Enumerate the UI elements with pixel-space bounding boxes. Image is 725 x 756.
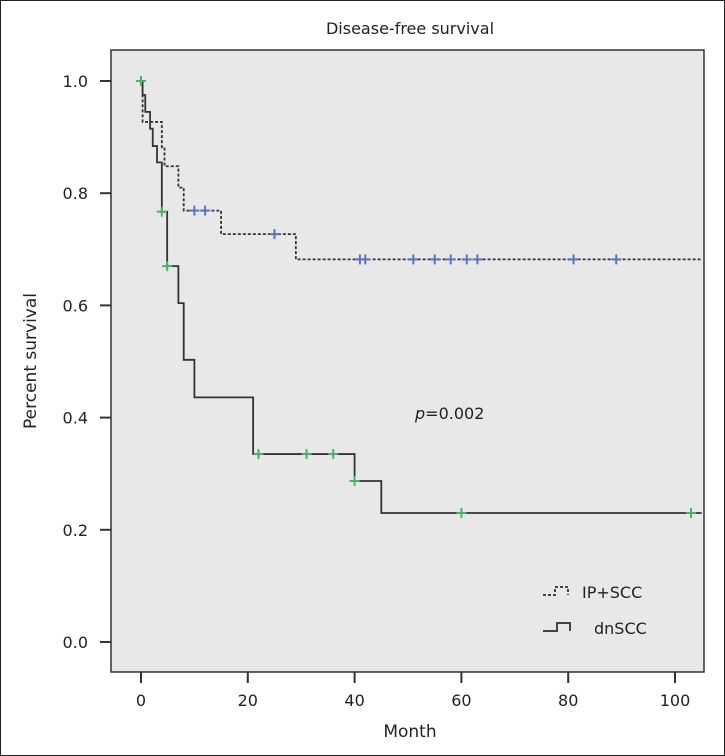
x-tick-label: 0 xyxy=(136,691,146,710)
x-tick-label: 80 xyxy=(558,691,578,710)
censor-mark xyxy=(456,507,467,518)
censor-mark xyxy=(200,205,211,216)
censor-mark xyxy=(408,254,419,265)
censor-mark xyxy=(253,449,264,460)
censor-mark xyxy=(136,76,146,86)
censor-mark xyxy=(445,254,456,265)
legend-swatch-ip-scc xyxy=(543,586,569,596)
censor-mark xyxy=(360,254,371,265)
y-axis-label: Percent survival xyxy=(21,293,41,429)
plot-area xyxy=(110,49,705,673)
censor-mark xyxy=(472,254,483,265)
censor-mark xyxy=(156,206,167,217)
x-axis-label: Month xyxy=(383,722,436,742)
censor-mark xyxy=(189,205,200,216)
y-tick-label: 0.2 xyxy=(63,521,88,540)
x-tick-label: 20 xyxy=(238,691,258,710)
legend-label-dnscc: dnSCC xyxy=(594,619,647,638)
y-tick-label: 0.6 xyxy=(63,296,88,315)
y-tick-label: 0.4 xyxy=(63,409,88,428)
y-tick-label: 0.8 xyxy=(63,184,88,203)
censor-mark xyxy=(611,254,622,265)
x-tick-label: 60 xyxy=(451,691,471,710)
censor-mark xyxy=(461,254,472,265)
censor-mark xyxy=(429,254,440,265)
survival-curve-ip-scc xyxy=(141,80,702,261)
p-value-annotation: p=0.002 xyxy=(414,404,484,423)
censor-mark xyxy=(301,449,312,460)
x-tick-label: 100 xyxy=(660,691,691,710)
censor-mark xyxy=(686,507,697,518)
censor-mark xyxy=(269,229,280,240)
chart-title: Disease-free survival xyxy=(326,19,494,38)
y-tick-label: 1.0 xyxy=(63,72,88,91)
x-tick-label: 40 xyxy=(344,691,364,710)
censor-mark xyxy=(568,254,579,265)
legend-swatch-dnscc xyxy=(543,622,571,632)
legend: IP+SCC dnSCC xyxy=(543,583,647,638)
legend-label-ip-scc: IP+SCC xyxy=(582,583,642,602)
y-tick-label: 0.0 xyxy=(63,633,88,652)
censor-mark xyxy=(349,475,360,486)
censor-mark xyxy=(328,449,339,460)
censor-mark xyxy=(162,261,173,272)
